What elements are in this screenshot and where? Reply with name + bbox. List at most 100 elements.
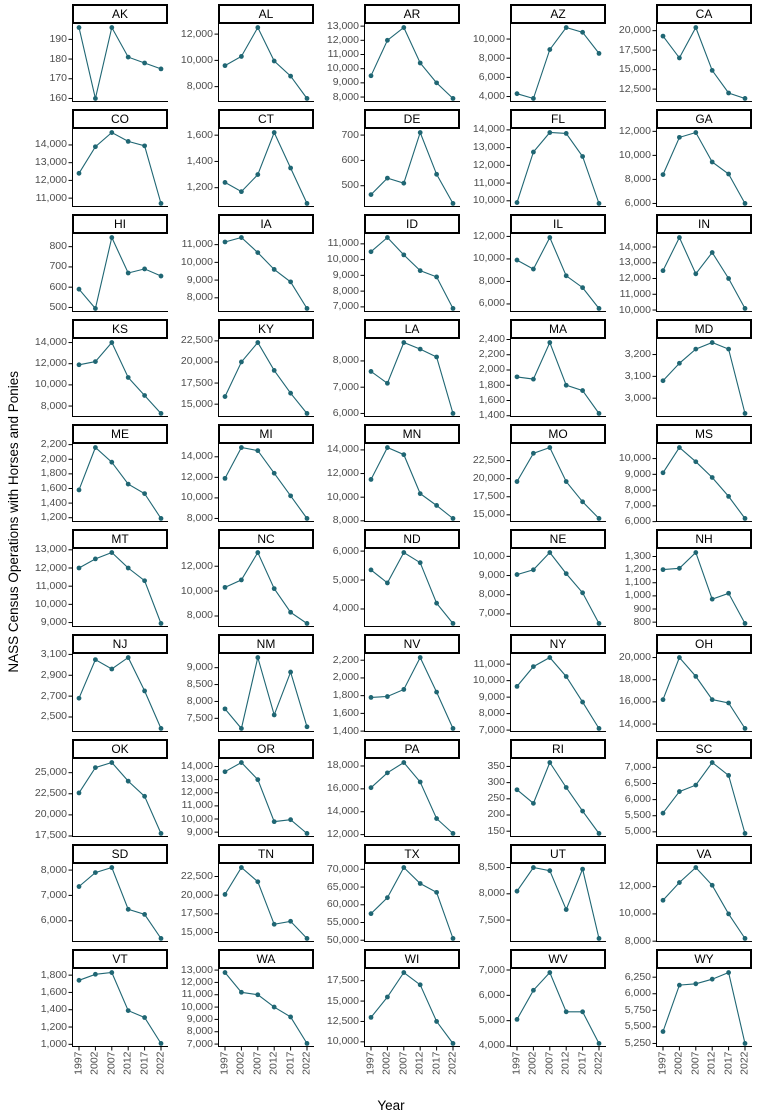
y-tick-label: 300	[487, 776, 505, 789]
y-tick-label: 6,500	[624, 776, 651, 789]
data-point	[514, 479, 520, 484]
data-point	[596, 411, 602, 416]
data-point	[239, 989, 244, 995]
y-tick-label: 14,000	[34, 336, 67, 349]
y-tick-label: 10,000	[34, 378, 67, 391]
data-point	[709, 760, 715, 765]
data-point	[726, 171, 731, 177]
data-point	[255, 448, 261, 454]
facet-mt: MT 9,000 10,000 11,000 12,000 13,000	[26, 529, 172, 628]
y-axis-title-text: NASS Census Operations with Horses and P…	[5, 371, 21, 673]
data-point	[385, 445, 390, 450]
y-axis-labels: 7,000 8,000 9,000 10,000	[464, 549, 510, 627]
y-tick-label: 14,000	[326, 443, 359, 456]
data-point	[726, 700, 731, 706]
y-tick-label: 60,000	[326, 898, 359, 911]
data-point	[76, 170, 82, 176]
data-point	[563, 479, 569, 484]
data-point	[660, 567, 666, 573]
facet-panel	[652, 129, 752, 207]
data-point	[450, 1041, 456, 1046]
data-point	[514, 200, 520, 205]
facet-strip-ar: AR	[364, 4, 460, 24]
y-tick-label: 800	[633, 615, 651, 628]
facet-panel-row: 4,000 5,000 6,000 7,000	[464, 964, 610, 1051]
facet-ct: CT 1,200 1,400 1,600	[172, 109, 318, 207]
facet-panel	[360, 549, 460, 627]
y-tick-label: 1,800	[40, 467, 67, 480]
facet-title: TN	[258, 847, 274, 861]
y-tick-label: 350	[487, 759, 505, 772]
y-tick-label: 1,600	[478, 393, 505, 406]
facet-title: IL	[552, 217, 563, 231]
data-point	[450, 516, 456, 521]
facet-panel-row: 12,500 15,000 17,500 20,000	[610, 24, 756, 102]
data-point	[271, 368, 277, 373]
data-point	[417, 346, 423, 352]
data-point	[726, 773, 731, 778]
facet-title: WV	[548, 952, 568, 966]
y-tick-label: 5,000	[624, 825, 651, 838]
facet-ny: NY 7,000 8,000 9,000 10,000 11,000	[464, 634, 610, 735]
data-point	[547, 130, 553, 135]
y-tick-label: 4,000	[332, 602, 359, 615]
trend-line	[516, 26, 600, 100]
data-point	[368, 567, 374, 573]
facet-in: IN 10,000 11,000 12,000 13,000 14,000	[610, 214, 756, 315]
y-axis-labels: 7,000 8,000 9,000 10,000 11,000	[464, 654, 510, 735]
y-tick-label: 14,000	[326, 805, 359, 818]
x-tick-label: 2017	[722, 1051, 735, 1075]
y-axis-labels: 6,000 7,000 8,000	[26, 864, 72, 942]
facet-strip-ak: AK	[72, 4, 168, 24]
y-tick-label: 9,000	[332, 268, 359, 281]
data-point	[125, 565, 131, 571]
y-axis-labels: 5,250 5,500 5,750 6,000 6,250	[610, 969, 656, 1048]
facet-panel-row: 6,000 7,000 8,000	[318, 339, 464, 418]
y-axis-labels: 9,000 10,000 11,000 12,000 13,000 14,000	[172, 759, 218, 837]
facet-panel	[214, 444, 314, 522]
trend-line	[370, 761, 454, 834]
data-point	[304, 724, 310, 730]
y-tick-label: 10,000	[618, 303, 651, 316]
y-tick-label: 10,000	[180, 1000, 213, 1013]
y-tick-label: 8,000	[186, 291, 213, 304]
facet-mo: MO 15,000 17,500 20,000 22,500	[464, 424, 610, 522]
data-point	[158, 726, 164, 731]
data-point	[531, 96, 536, 101]
data-point	[222, 769, 228, 775]
y-tick-label: 12,000	[180, 559, 213, 572]
data-point	[158, 831, 164, 836]
data-point	[271, 1004, 277, 1010]
data-point	[434, 1019, 439, 1024]
data-point	[401, 550, 407, 555]
data-point	[158, 1041, 164, 1046]
trend-line	[224, 551, 308, 624]
facet-strip-ny: NY	[510, 634, 606, 654]
trend-line	[516, 971, 600, 1044]
trend-line	[370, 551, 454, 624]
facet-ga: GA 6,000 8,000 10,000 12,000	[610, 109, 756, 208]
y-tick-label: 17,500	[180, 907, 213, 920]
data-point	[142, 688, 147, 694]
x-tick-label: 2012	[559, 1051, 572, 1075]
x-axis-labels: 1997 2002 2007 2012 2017 2022	[656, 1047, 752, 1091]
y-tick-label: 700	[49, 260, 67, 273]
data-point	[693, 782, 699, 788]
facet-mi: MI 8,000 10,000 12,000 14,000	[172, 424, 318, 523]
y-tick-label: 12,000	[472, 229, 505, 242]
data-point	[385, 175, 390, 181]
data-point	[742, 726, 748, 731]
data-point	[239, 865, 244, 870]
y-axis-labels: 12,000 14,000 16,000 18,000	[318, 759, 364, 840]
facet-panel-row: 15,000 17,500 20,000 22,500	[464, 444, 610, 522]
y-tick-label: 170	[49, 72, 67, 85]
y-tick-label: 9,000	[478, 690, 505, 703]
x-tick-label: 2002	[526, 1051, 539, 1075]
y-tick-label: 20,000	[618, 24, 651, 37]
y-tick-label: 6,000	[478, 297, 505, 310]
data-point	[368, 249, 374, 255]
y-tick-label: 5,500	[624, 1020, 651, 1033]
y-tick-label: 1,000	[624, 589, 651, 602]
facet-strip-ky: KY	[218, 319, 314, 339]
facet-or: OR 9,000 10,000 11,000 12,000 13,000 14,000	[172, 739, 318, 837]
